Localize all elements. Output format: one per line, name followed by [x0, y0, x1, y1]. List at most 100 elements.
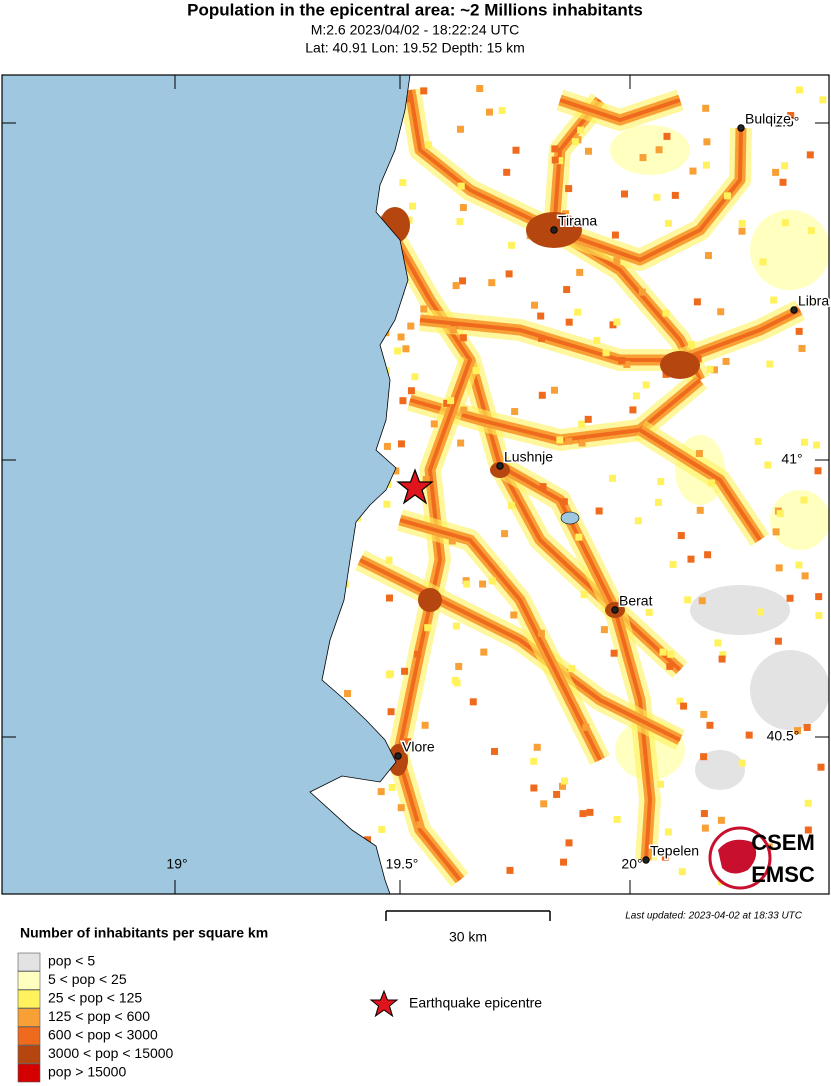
pop-cell	[817, 763, 825, 771]
pop-cell	[420, 305, 428, 313]
pop-cell	[420, 87, 428, 95]
pop-cell	[706, 365, 714, 373]
pop-cell	[401, 667, 409, 675]
pop-cell	[560, 498, 568, 506]
lat-label: 41.5°	[767, 114, 800, 130]
pop-cell	[770, 296, 778, 304]
legend-swatch	[17, 1026, 41, 1046]
pop-cell	[689, 167, 697, 175]
legend-swatch	[17, 989, 41, 1009]
legend-label: 600 < pop < 3000	[48, 1027, 158, 1043]
pop-cell	[671, 191, 679, 199]
pop-cell	[565, 839, 573, 847]
legend-star	[369, 989, 399, 1018]
pop-cell	[611, 231, 619, 239]
pop-cell	[819, 96, 827, 104]
pop-cell	[512, 146, 520, 154]
pop-cell	[476, 85, 484, 93]
pop-cell	[803, 723, 811, 731]
pop-cell	[392, 467, 400, 475]
pop-cell	[663, 132, 671, 140]
pop-cell	[795, 327, 803, 335]
pop-cell	[800, 496, 808, 504]
pop-cell	[397, 333, 405, 341]
pop-cell	[645, 608, 653, 616]
pop-cell	[812, 296, 820, 304]
pop-cell	[538, 334, 546, 342]
legend-label: 5 < pop < 25	[48, 971, 127, 987]
pop-cell	[613, 257, 621, 265]
legend: pop < 5 5 < pop < 25 25 < pop < 125 125 < p…	[17, 952, 174, 1083]
pop-cell	[745, 731, 753, 739]
pop-cell	[623, 361, 631, 369]
pop-cell	[703, 138, 711, 146]
pop-cell	[424, 624, 432, 632]
pop-cell	[620, 190, 628, 198]
pop-cell	[666, 662, 674, 670]
pop-cell	[580, 591, 588, 599]
pop-cell	[344, 690, 352, 698]
pop-cell	[618, 357, 626, 365]
pop-cell	[404, 738, 412, 746]
pop-patch	[750, 210, 829, 290]
lake	[560, 511, 580, 525]
pop-cell	[488, 279, 496, 287]
pop-cell	[480, 648, 488, 656]
pop-cell	[723, 192, 731, 200]
pop-patch	[695, 750, 745, 790]
overlay: 41.5° 41° 40.5° 19° 19.5° 20° Bulqize Tirana Lib…	[2, 75, 831, 894]
pop-cell	[584, 147, 592, 155]
pop-cell	[387, 670, 395, 678]
pop-cell	[563, 286, 571, 294]
pop-corridor	[559, 98, 681, 122]
pop-cell	[364, 836, 372, 844]
pop-cell	[402, 345, 410, 353]
pop-cell	[632, 392, 640, 400]
pop-cell	[457, 182, 465, 190]
pop-cell	[787, 111, 795, 119]
pop-corridor	[553, 127, 743, 262]
pop-corridor	[419, 308, 801, 362]
pop-cell	[653, 193, 661, 201]
pop-cell	[505, 270, 513, 278]
pop-cell	[687, 340, 695, 348]
pop-cell	[677, 532, 685, 540]
lon-label: 20°	[621, 856, 642, 872]
title: Population in the epicentral area: ~2 Mi…	[187, 0, 643, 19]
pop-corridor	[499, 464, 652, 861]
pop-cell	[575, 533, 583, 541]
city-label: Bulqize	[745, 111, 791, 127]
pop-cell	[704, 551, 712, 559]
pop-cell	[488, 577, 496, 585]
pop-cell	[571, 138, 579, 146]
pop-cell	[479, 580, 487, 588]
pop-cell	[556, 157, 564, 165]
subtitle: Lat: 40.91 Lon: 19.52 Depth: 15 km	[305, 40, 525, 56]
pop-cell	[657, 478, 665, 486]
pop-cell	[469, 698, 477, 706]
pop-cell	[450, 321, 458, 329]
pop-cell	[687, 555, 695, 563]
city-dot	[737, 124, 745, 132]
pop-cell	[655, 146, 663, 154]
pop-cell	[694, 355, 702, 363]
pop-cell	[577, 126, 585, 134]
city-dot	[496, 462, 504, 470]
pop-cell	[443, 399, 451, 407]
pop-cell	[421, 721, 429, 729]
pop-cell	[613, 815, 621, 823]
pop-cell	[804, 826, 812, 834]
pop-cell	[553, 790, 561, 798]
pop-cell	[582, 723, 590, 731]
city-dot	[394, 752, 402, 760]
lat-label: 41°	[781, 451, 802, 467]
pop-cell	[530, 784, 538, 792]
pop-cell	[764, 461, 772, 469]
pop-cell	[584, 415, 592, 423]
pop-cell	[409, 202, 417, 210]
pop-cell	[491, 747, 499, 755]
pop-cell	[385, 556, 393, 564]
city-dot	[642, 856, 650, 864]
legend-label: 3000 < pop < 15000	[48, 1045, 174, 1061]
pop-cell	[561, 777, 569, 785]
